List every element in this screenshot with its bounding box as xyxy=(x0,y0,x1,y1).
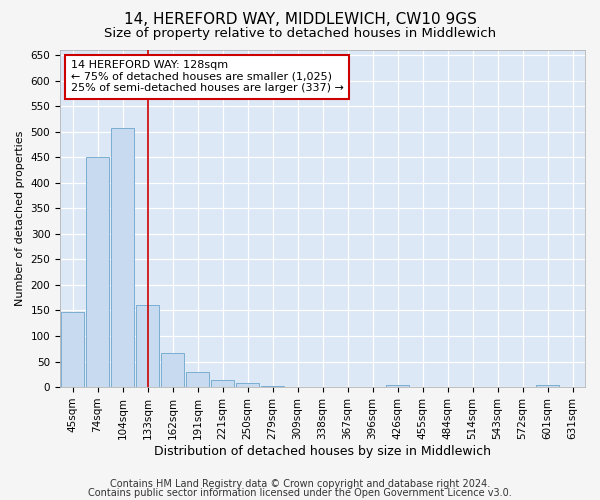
Bar xyxy=(236,383,259,387)
Bar xyxy=(386,384,409,387)
Bar xyxy=(536,384,559,387)
Text: Contains HM Land Registry data © Crown copyright and database right 2024.: Contains HM Land Registry data © Crown c… xyxy=(110,479,490,489)
Y-axis label: Number of detached properties: Number of detached properties xyxy=(15,131,25,306)
Bar xyxy=(186,372,209,387)
Text: 14, HEREFORD WAY, MIDDLEWICH, CW10 9GS: 14, HEREFORD WAY, MIDDLEWICH, CW10 9GS xyxy=(124,12,476,28)
Bar xyxy=(211,380,234,387)
Text: Contains public sector information licensed under the Open Government Licence v3: Contains public sector information licen… xyxy=(88,488,512,498)
Bar xyxy=(261,386,284,387)
Bar xyxy=(136,306,159,387)
Bar xyxy=(61,312,84,387)
Bar xyxy=(161,353,184,387)
Text: Size of property relative to detached houses in Middlewich: Size of property relative to detached ho… xyxy=(104,28,496,40)
Text: 14 HEREFORD WAY: 128sqm
← 75% of detached houses are smaller (1,025)
25% of semi: 14 HEREFORD WAY: 128sqm ← 75% of detache… xyxy=(71,60,343,94)
X-axis label: Distribution of detached houses by size in Middlewich: Distribution of detached houses by size … xyxy=(154,444,491,458)
Bar xyxy=(86,158,109,387)
Bar xyxy=(111,128,134,387)
